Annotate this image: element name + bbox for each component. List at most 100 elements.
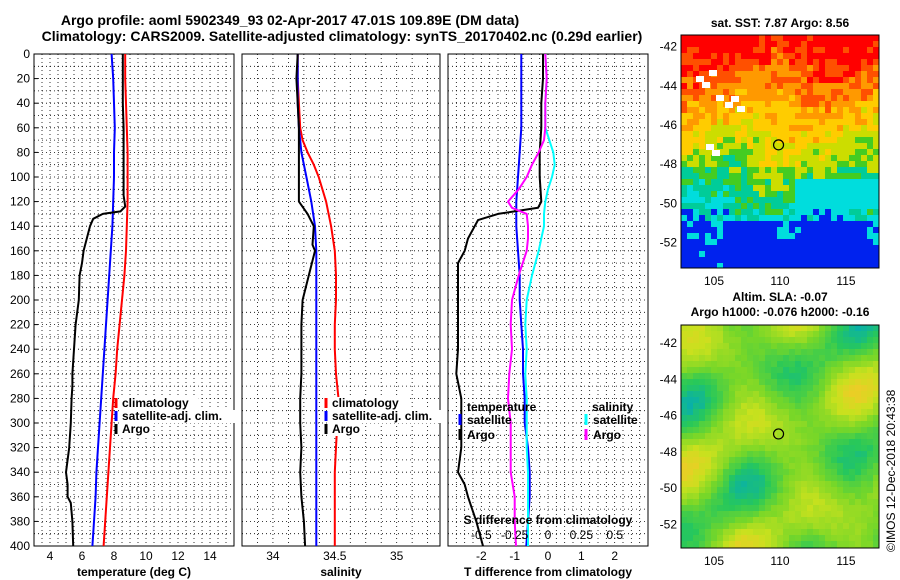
map-cell (849, 427, 856, 434)
map-cell (789, 185, 796, 192)
map-cell (831, 349, 838, 356)
map-cell (795, 155, 802, 162)
map-cell (693, 373, 700, 380)
map-cell (801, 343, 808, 350)
map-cell (729, 355, 736, 362)
map-cell (747, 107, 754, 114)
map-cell (747, 337, 754, 344)
map-cell (807, 239, 814, 246)
map-cell (717, 487, 724, 494)
map-cell (717, 227, 724, 234)
map-cell (789, 71, 796, 78)
map-cell (777, 95, 784, 102)
map-cell (687, 83, 694, 90)
map-cell (813, 125, 820, 132)
lon-tick-label: 105 (704, 274, 724, 288)
map-cell (849, 421, 856, 428)
map-cell (735, 89, 742, 96)
map-cell (711, 331, 718, 338)
map-cell (711, 257, 718, 264)
map-cell (771, 517, 778, 524)
map-cell (837, 251, 844, 258)
map-cell (855, 511, 862, 518)
map-cell (783, 155, 790, 162)
map-cell (867, 391, 874, 398)
map-cell (855, 529, 862, 536)
map-cell (843, 493, 850, 500)
legend-title-temperature: temperature (467, 400, 537, 414)
map-cell (837, 481, 844, 488)
map-cell (759, 95, 766, 102)
map-cell (747, 445, 754, 452)
map-cell (681, 433, 688, 440)
map-cell (795, 233, 802, 240)
map-cell (795, 137, 802, 144)
x-tick-label: -2 (476, 549, 487, 563)
map-cell (771, 427, 778, 434)
map-cell (867, 433, 874, 440)
map-cell (825, 541, 832, 548)
map-cell (783, 541, 790, 548)
map-cell (831, 221, 838, 228)
map-cell (723, 517, 730, 524)
map-cell (795, 385, 802, 392)
map-cell (777, 173, 784, 180)
map-cell (753, 469, 760, 476)
map-cell (729, 191, 736, 198)
map-cell (681, 511, 688, 518)
map-cell (717, 445, 724, 452)
map-cell (861, 119, 868, 126)
map-cell (819, 529, 826, 536)
map-cell (801, 397, 808, 404)
map-cell (837, 511, 844, 518)
map-cell (699, 421, 706, 428)
map-cell (711, 433, 718, 440)
map-cell (705, 197, 712, 204)
map-cell (681, 143, 688, 150)
map-cell (771, 215, 778, 222)
map-cell (711, 451, 718, 458)
map-cell (801, 107, 808, 114)
map-cell (723, 457, 730, 464)
map-cell (831, 263, 838, 270)
map-cell (801, 355, 808, 362)
map-cell (813, 227, 820, 234)
map-cell (831, 535, 838, 542)
map-cell (723, 179, 730, 186)
map-cell (693, 35, 700, 42)
map-cell (699, 367, 706, 374)
map-cell (735, 403, 742, 410)
map-cell (843, 499, 850, 506)
map-cell (693, 451, 700, 458)
map-cell (867, 469, 874, 476)
map-cell (741, 59, 748, 66)
map-cell (861, 499, 868, 506)
x-tick-label: 8 (111, 549, 118, 563)
map-cell (855, 245, 862, 252)
map-cell (795, 47, 802, 54)
map-cell (747, 101, 754, 108)
map-cell (765, 487, 772, 494)
title-line-2: Climatology: CARS2009. Satellite-adjuste… (41, 28, 643, 44)
map-cell (819, 523, 826, 530)
map-cell (801, 101, 808, 108)
map-cell (729, 451, 736, 458)
x-tick-label: 10 (139, 549, 153, 563)
map-cell (741, 535, 748, 542)
map-cell (723, 197, 730, 204)
map-cell (807, 427, 814, 434)
map-cell (831, 355, 838, 362)
map-cell (759, 41, 766, 48)
map-cell (789, 245, 796, 252)
map-cell (783, 487, 790, 494)
map-cell (777, 251, 784, 258)
map-cell (753, 125, 760, 132)
map-cell (759, 511, 766, 518)
map-cell (723, 475, 730, 482)
map-cell (789, 251, 796, 258)
map-cell (837, 439, 844, 446)
map-cell (867, 373, 874, 380)
map-cell (855, 89, 862, 96)
map-cell (831, 191, 838, 198)
map-cell (861, 397, 868, 404)
